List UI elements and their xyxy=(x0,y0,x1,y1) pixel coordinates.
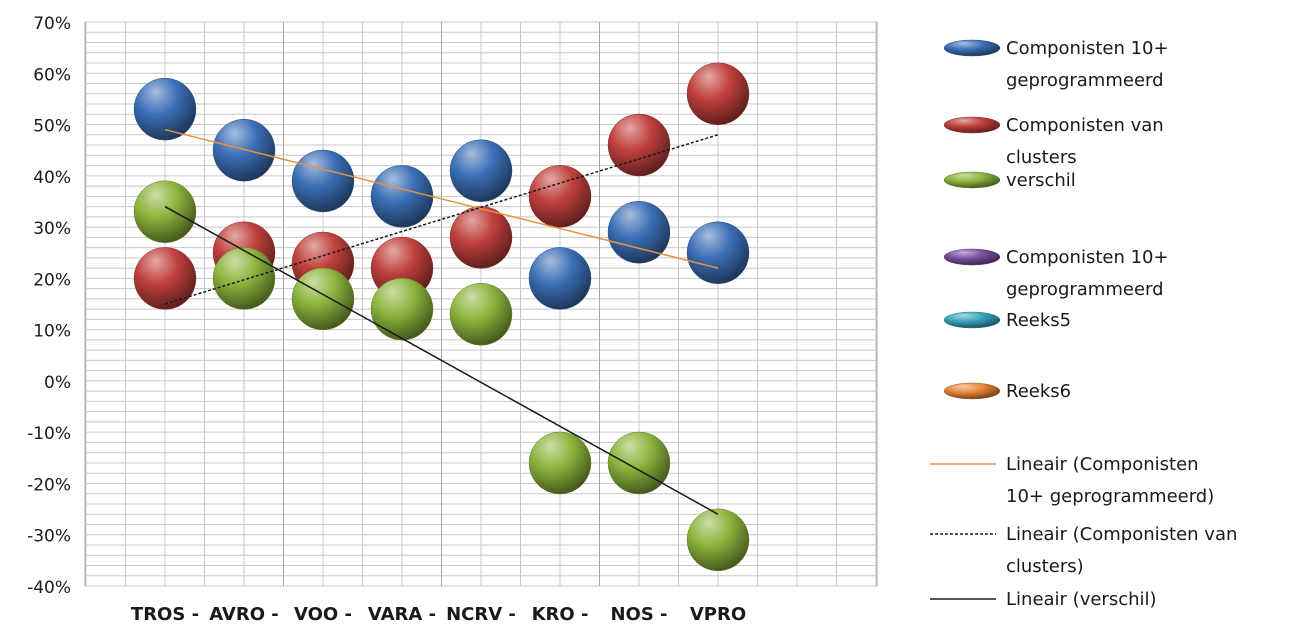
trendline xyxy=(164,205,719,515)
y-tick-label: -30% xyxy=(27,527,71,547)
y-tick-label: -20% xyxy=(27,475,71,495)
legend-label: clusters xyxy=(1006,147,1077,168)
bubble xyxy=(133,180,197,243)
legend-bubble-marker xyxy=(943,171,1001,189)
x-tick-label: VOO - xyxy=(294,604,352,625)
legend-label: Lineair (Componisten van xyxy=(1006,524,1237,545)
x-tick-label: VARA - xyxy=(368,604,436,625)
legend-label: verschil xyxy=(1006,170,1076,191)
bubble xyxy=(291,267,355,331)
legend-label: Componisten 10+ xyxy=(1006,38,1169,59)
bubble xyxy=(449,206,513,269)
y-tick-label: -10% xyxy=(27,424,71,444)
legend-label: Reeks6 xyxy=(1006,381,1071,402)
legend-entry: Componisten 10+ geprogrammeerd xyxy=(943,247,1169,300)
series-bubbles xyxy=(133,180,750,572)
y-tick-label: 20% xyxy=(33,270,71,290)
legend-entry: Componisten van clusters xyxy=(943,115,1164,168)
legend-bubble-marker xyxy=(943,39,1001,57)
bubble xyxy=(528,431,592,495)
trendline xyxy=(164,128,719,269)
legend: Componisten 10+geprogrammeerdComponisten… xyxy=(930,38,1237,610)
legend-label: geprogrammeerd xyxy=(1006,279,1164,300)
legend-entry: verschil xyxy=(943,170,1076,191)
legend-label: Lineair (Componisten xyxy=(1006,454,1199,475)
bubble xyxy=(212,247,276,310)
bubble xyxy=(133,247,197,310)
bubble xyxy=(528,247,592,310)
bubble xyxy=(528,165,592,228)
bubble xyxy=(607,113,671,177)
bubble xyxy=(370,277,434,341)
bubble xyxy=(449,283,513,346)
bubble xyxy=(291,149,355,213)
bubble xyxy=(686,62,750,126)
legend-label: Reeks5 xyxy=(1006,310,1071,331)
bubble xyxy=(686,221,750,284)
legend-label: geprogrammeerd xyxy=(1006,70,1164,91)
legend-bubble-marker xyxy=(943,116,1001,134)
y-tick-label: 0% xyxy=(44,373,71,393)
y-tick-label: 30% xyxy=(33,219,71,239)
bubble xyxy=(370,165,434,228)
legend-label: 10+ geprogrammeerd) xyxy=(1006,486,1214,507)
legend-entry: Componisten 10+ geprogrammeerd xyxy=(943,38,1169,91)
legend-label: Lineair (verschil) xyxy=(1006,589,1157,610)
x-tick-label: TROS - xyxy=(131,604,199,625)
legend-label: clusters) xyxy=(1006,556,1084,577)
y-tick-label: 50% xyxy=(33,117,71,137)
legend-bubble-marker xyxy=(943,382,1001,400)
legend-label: Componisten van xyxy=(1006,115,1164,136)
x-tick-label: KRO - xyxy=(532,604,589,625)
legend-label: Componisten 10+ xyxy=(1006,247,1169,268)
bubble xyxy=(449,139,513,202)
legend-bubble-marker xyxy=(943,311,1001,329)
x-tick-label: AVRO - xyxy=(209,604,279,625)
bubble xyxy=(607,200,671,264)
legend-bubble-marker xyxy=(943,248,1001,266)
legend-entry: Reeks5 xyxy=(943,310,1071,331)
legend-entry: Reeks6 xyxy=(943,381,1071,402)
legend-entry: Lineair (Componisten 10+ geprogrammeerd) xyxy=(930,454,1214,507)
bubble xyxy=(133,77,197,141)
bubble xyxy=(686,508,750,572)
bubble xyxy=(607,431,671,495)
y-tick-label: 60% xyxy=(33,65,71,85)
x-tick-label: NCRV - xyxy=(446,604,516,625)
x-tick-label: NOS - xyxy=(610,604,667,625)
legend-entry: Lineair (Componisten van clusters) xyxy=(930,524,1237,577)
y-tick-label: 70% xyxy=(33,14,71,34)
y-tick-label: 10% xyxy=(33,322,71,342)
legend-entry: Lineair (verschil) xyxy=(930,589,1157,610)
y-tick-label: 40% xyxy=(33,168,71,188)
trendline xyxy=(164,134,719,305)
y-tick-label: -40% xyxy=(27,578,71,598)
x-tick-label: VPRO xyxy=(690,604,746,625)
